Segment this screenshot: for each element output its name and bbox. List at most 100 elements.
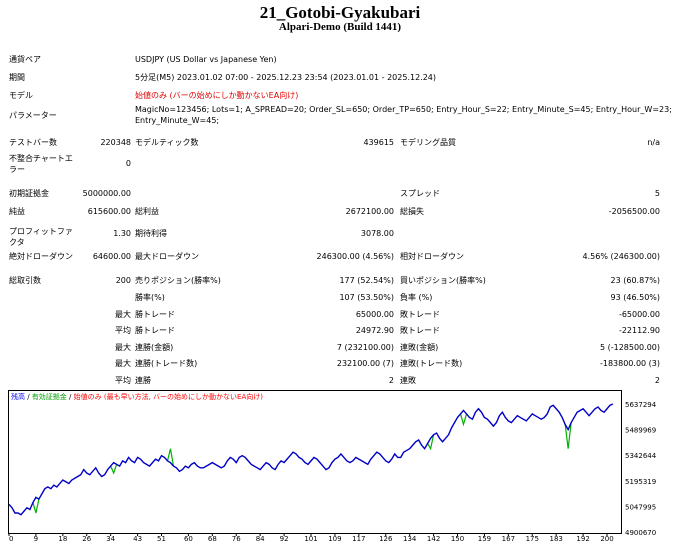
x-tick-label: 18	[58, 535, 67, 542]
x-tick-label: 150	[451, 535, 464, 542]
max-consec-losses-value: -183800.00 (3)	[599, 359, 660, 368]
x-tick-label: 84	[256, 535, 265, 542]
y-tick-label: 4900670	[625, 529, 656, 537]
profit-factor-label-line2: クタ	[9, 238, 25, 247]
y-tick-label: 5637294	[625, 401, 657, 409]
x-tick-label: 159	[478, 535, 491, 542]
loss-rate-value: 93 (46.50%)	[610, 293, 660, 302]
balance-series-line	[8, 403, 614, 516]
abs-drawdown-value: 64600.00	[92, 252, 131, 261]
legend-entry-3: /	[67, 393, 74, 401]
x-tick-label: 60	[184, 535, 193, 542]
x-tick-label: 43	[133, 535, 142, 542]
expected-payoff-value: 3078.00	[360, 229, 394, 238]
avg-consec-wins-value: 2	[388, 376, 394, 385]
x-tick-label: 117	[352, 535, 365, 542]
max-consec-wins-value: 232100.00 (7)	[336, 359, 394, 368]
y-tick-label: 5195319	[625, 478, 656, 486]
long-positions-value: 23 (60.87%)	[610, 276, 660, 285]
avg-win-label: 勝トレード	[135, 326, 175, 335]
model-label: モデル	[9, 91, 33, 100]
consec-losses-amount-label: 連敗(金額)	[400, 343, 439, 352]
x-tick-label: 142	[427, 535, 440, 542]
consec-losses-amount-value: 5 (-128500.00)	[599, 343, 660, 352]
ticks-label: モデルティック数	[135, 138, 199, 147]
x-tick-label: 51	[157, 535, 166, 542]
x-tick-group: 0 9 18 26 34 43 51 60 68 76 84 92 101 109 117 126 134 142…	[8, 533, 614, 542]
rel-drawdown-label: 相対ドローダウン	[400, 252, 464, 261]
bars-label: テストバー数	[9, 138, 57, 147]
x-tick-label: 175	[526, 535, 539, 542]
mismatch-value: 0	[125, 159, 131, 168]
profit-factor-label-line1: プロフィットファ	[9, 227, 73, 236]
gross-profit-value: 2672100.00	[345, 207, 394, 216]
equity-series-group	[32, 413, 572, 514]
x-tick-label: 92	[280, 535, 289, 542]
x-tick-label: 167	[502, 535, 515, 542]
avg-consec-losses-label: 連敗	[400, 376, 416, 385]
expected-payoff-label: 期待利得	[135, 229, 167, 238]
chart-plot-area	[8, 390, 622, 534]
max-drawdown-value: 246300.00 (4.56%)	[316, 252, 394, 261]
report-title: 21_Gotobi-Gyakubari	[259, 3, 421, 22]
chart-legend: 残高 / 有効証拠金 / 始値のみ (最も早い方法, バーの始めにしか動かないE…	[11, 392, 263, 401]
x-tick-label: 200	[600, 535, 613, 542]
profit-factor-value: 1.30	[113, 229, 131, 238]
net-profit-value: 615600.00	[87, 207, 131, 216]
period-label: 期間	[9, 73, 25, 82]
deposit-label: 初期証拠金	[9, 189, 49, 198]
avg-consec-losses-value: 2	[654, 376, 660, 385]
rel-drawdown-value: 4.56% (246300.00)	[582, 252, 660, 261]
params-value-line1: MagicNo=123456; Lots=1; A_SPREAD=20; Ord…	[135, 105, 672, 114]
quality-value: n/a	[647, 138, 660, 147]
avg-loss-value: -22112.90	[618, 326, 660, 335]
x-tick-label: 9	[34, 535, 38, 542]
x-tick-label: 0	[9, 535, 13, 542]
win-rate-label: 勝率(%)	[135, 293, 165, 302]
x-tick-label: 68	[208, 535, 217, 542]
symbol-value: USDJPY (US Dollar vs Japanese Yen)	[135, 55, 277, 64]
y-tick-group: 5637294 5489969 5342644 5195319 5047995 49006…	[625, 401, 657, 537]
net-profit-label: 純益	[9, 207, 25, 216]
x-tick-label: 126	[379, 535, 393, 542]
loss-rate-label: 負率 (%)	[400, 293, 433, 302]
max-drawdown-label: 最大ドローダウン	[135, 252, 199, 261]
equity-dip-line	[459, 413, 468, 427]
params-label: パラメーター	[9, 111, 57, 120]
equity-dip-line	[110, 464, 118, 475]
abs-drawdown-label: 絶対ドローダウン	[9, 252, 73, 261]
x-tick-label: 134	[403, 535, 417, 542]
balance-chart-svg: 残高 / 有効証拠金 / 始値のみ (最も早い方法, バーの始めにしか動かないE…	[8, 390, 657, 542]
avg-label-2: 平均	[115, 376, 131, 385]
y-tick-label: 5342644	[625, 452, 657, 460]
gross-loss-label: 総損失	[400, 207, 424, 216]
quality-label: モデリング品質	[400, 138, 456, 147]
spread-value: 5	[654, 189, 660, 198]
mismatch-label-line2: ラー	[9, 165, 25, 174]
legend-entry-2: 有効証拠金	[32, 392, 67, 401]
long-positions-label: 買いポジション(勝率%)	[400, 276, 486, 285]
avg-consec-wins-label: 連勝	[135, 376, 151, 385]
avg-loss-label: 敗トレード	[400, 326, 440, 335]
model-value: 始値のみ (バーの始めにしか動かないEA向け)	[135, 91, 299, 100]
x-tick-label: 76	[232, 535, 241, 542]
consec-wins-amount-label: 連勝(金額)	[135, 343, 174, 352]
largest-loss-value: -65000.00	[618, 310, 660, 319]
x-tick-label: 109	[328, 535, 341, 542]
gross-loss-value: -2056500.00	[608, 207, 660, 216]
legend-entry-1: /	[25, 393, 32, 401]
x-tick-label: 192	[576, 535, 589, 542]
equity-dip-line	[427, 434, 435, 451]
largest-win-label: 勝トレード	[135, 310, 175, 319]
short-positions-label: 売りポジション(勝率%)	[135, 276, 221, 285]
x-tick-label: 101	[304, 535, 317, 542]
legend-entry-0: 残高	[11, 392, 25, 401]
x-tick-label: 183	[550, 535, 563, 542]
gross-profit-label: 総利益	[135, 207, 159, 216]
mismatch-label-line1: 不整合チャートエ	[9, 154, 73, 163]
avg-label-1: 平均	[115, 326, 131, 335]
period-value: 5分足(M5) 2023.01.02 07:00 - 2025.12.23 23…	[135, 73, 437, 82]
equity-dip-line	[32, 498, 40, 514]
max-label-2: 最大	[115, 343, 131, 352]
max-label-3: 最大	[115, 359, 131, 368]
